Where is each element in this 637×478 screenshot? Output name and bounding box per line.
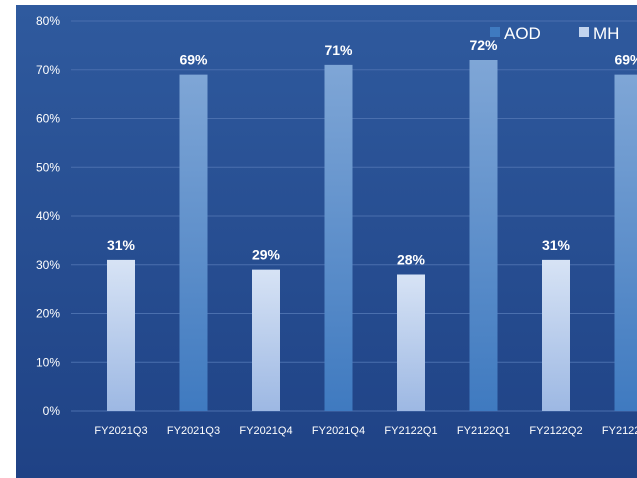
bar-mh: [542, 259, 570, 411]
x-tick-label: FY2021Q4: [239, 425, 292, 437]
legend-label-mh: MH: [593, 24, 619, 43]
x-tick-label: FY2122Q1: [384, 425, 437, 437]
data-label: 31%: [542, 237, 571, 253]
y-tick-label: 20%: [36, 307, 60, 321]
y-axis: 0% 10% 20% 30% 40% 50% 60% 70% 80%: [36, 14, 60, 418]
x-tick-label: FY2021Q3: [167, 425, 220, 437]
x-axis: FY2021Q3 FY2021Q3 FY2021Q4 FY2021Q4 FY2122Q1…: [94, 425, 637, 437]
bar-mh: [107, 259, 135, 411]
bar-aod: [614, 74, 637, 411]
bar-aod: [179, 74, 208, 411]
y-tick-label: 10%: [36, 355, 60, 369]
data-label: 72%: [469, 37, 498, 53]
data-label: 29%: [252, 247, 281, 263]
legend-swatch-aod: [490, 27, 500, 37]
bar-chart: 0% 10% 20% 30% 40% 50% 60% 70% 80% 31% 69% 29% 71% 2…: [16, 5, 637, 478]
bar-aod: [469, 60, 498, 411]
bar-aod: [324, 64, 353, 411]
bar-mh: [252, 269, 280, 411]
x-tick-label: FY2021Q3: [94, 425, 147, 437]
y-tick-label: 60%: [36, 112, 60, 126]
x-tick-label: FY2122Q1: [457, 425, 510, 437]
y-tick-label: 30%: [36, 258, 60, 272]
chart-canvas: 0% 10% 20% 30% 40% 50% 60% 70% 80% 31% 69% 29% 71% 2…: [16, 5, 637, 478]
x-tick-label: FY2021Q4: [312, 425, 365, 437]
data-label: 69%: [614, 52, 637, 68]
data-label: 69%: [179, 52, 208, 68]
y-tick-label: 80%: [36, 14, 60, 28]
y-tick-label: 40%: [36, 209, 60, 223]
legend-swatch-mh: [579, 27, 589, 37]
y-tick-label: 70%: [36, 63, 60, 77]
data-label: 71%: [324, 42, 353, 58]
legend: AOD MH: [490, 24, 619, 43]
data-label: 31%: [107, 237, 136, 253]
y-tick-label: 0%: [43, 404, 61, 418]
gridlines: [71, 20, 637, 412]
bars: 31% 69% 29% 71% 28% 72% 31% 69%: [107, 37, 637, 411]
x-tick-label: FY2122Q2: [529, 425, 582, 437]
data-label: 28%: [397, 252, 426, 268]
y-tick-label: 50%: [36, 160, 60, 174]
x-tick-label: FY2122Q2: [602, 425, 637, 437]
legend-label-aod: AOD: [504, 24, 541, 43]
bar-mh: [397, 274, 425, 411]
